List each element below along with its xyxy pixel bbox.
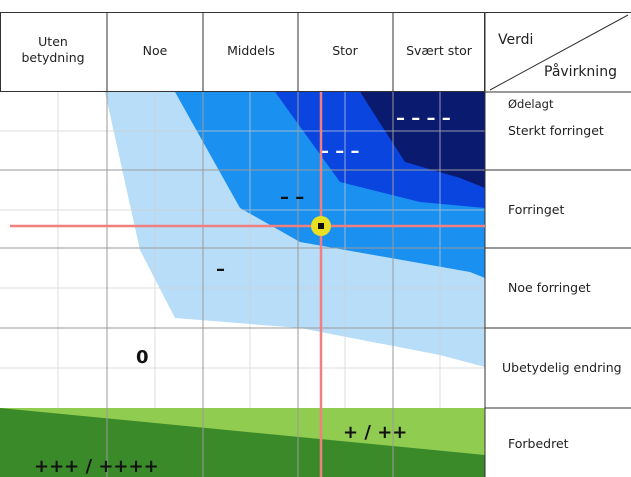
symbol-positive: + / ++	[343, 422, 407, 443]
symbol-very-positive: +++ / ++++	[34, 456, 159, 477]
symbol-very-negative: – – – –	[396, 108, 451, 129]
row-label-forbedret: Forbedret	[508, 436, 569, 451]
col-header-uten: Uten	[38, 34, 68, 49]
col-header-uten-line2: betydning	[21, 50, 84, 65]
symbol-small-negative: –	[216, 259, 225, 280]
col-header-noe: Noe	[143, 43, 168, 58]
row-label-noe-forringet: Noe forringet	[508, 280, 591, 295]
col-header-middels: Middels	[227, 43, 275, 58]
symbol-neutral: 0	[136, 347, 149, 368]
col-header-stor: Stor	[332, 43, 358, 58]
col-header-svaert-stor: Svært stor	[406, 43, 473, 58]
symbol-strong-negative: – – –	[320, 141, 360, 162]
row-label-ubetydelig-endring: Ubetydelig endring	[502, 360, 622, 375]
col-header-uten-line1: Uten	[38, 34, 68, 49]
row-label-sterkt-forringet: Sterkt forringet	[508, 123, 604, 138]
corner-label-verdi: Verdi	[498, 32, 533, 48]
symbol-medium-negative: – –	[280, 187, 304, 208]
assessment-marker-center	[318, 223, 324, 229]
corner-label-pavirkning: Påvirkning	[544, 63, 617, 80]
row-label-forringet: Forringet	[508, 202, 564, 217]
row-label-odelagt: Ødelagt	[508, 97, 554, 111]
